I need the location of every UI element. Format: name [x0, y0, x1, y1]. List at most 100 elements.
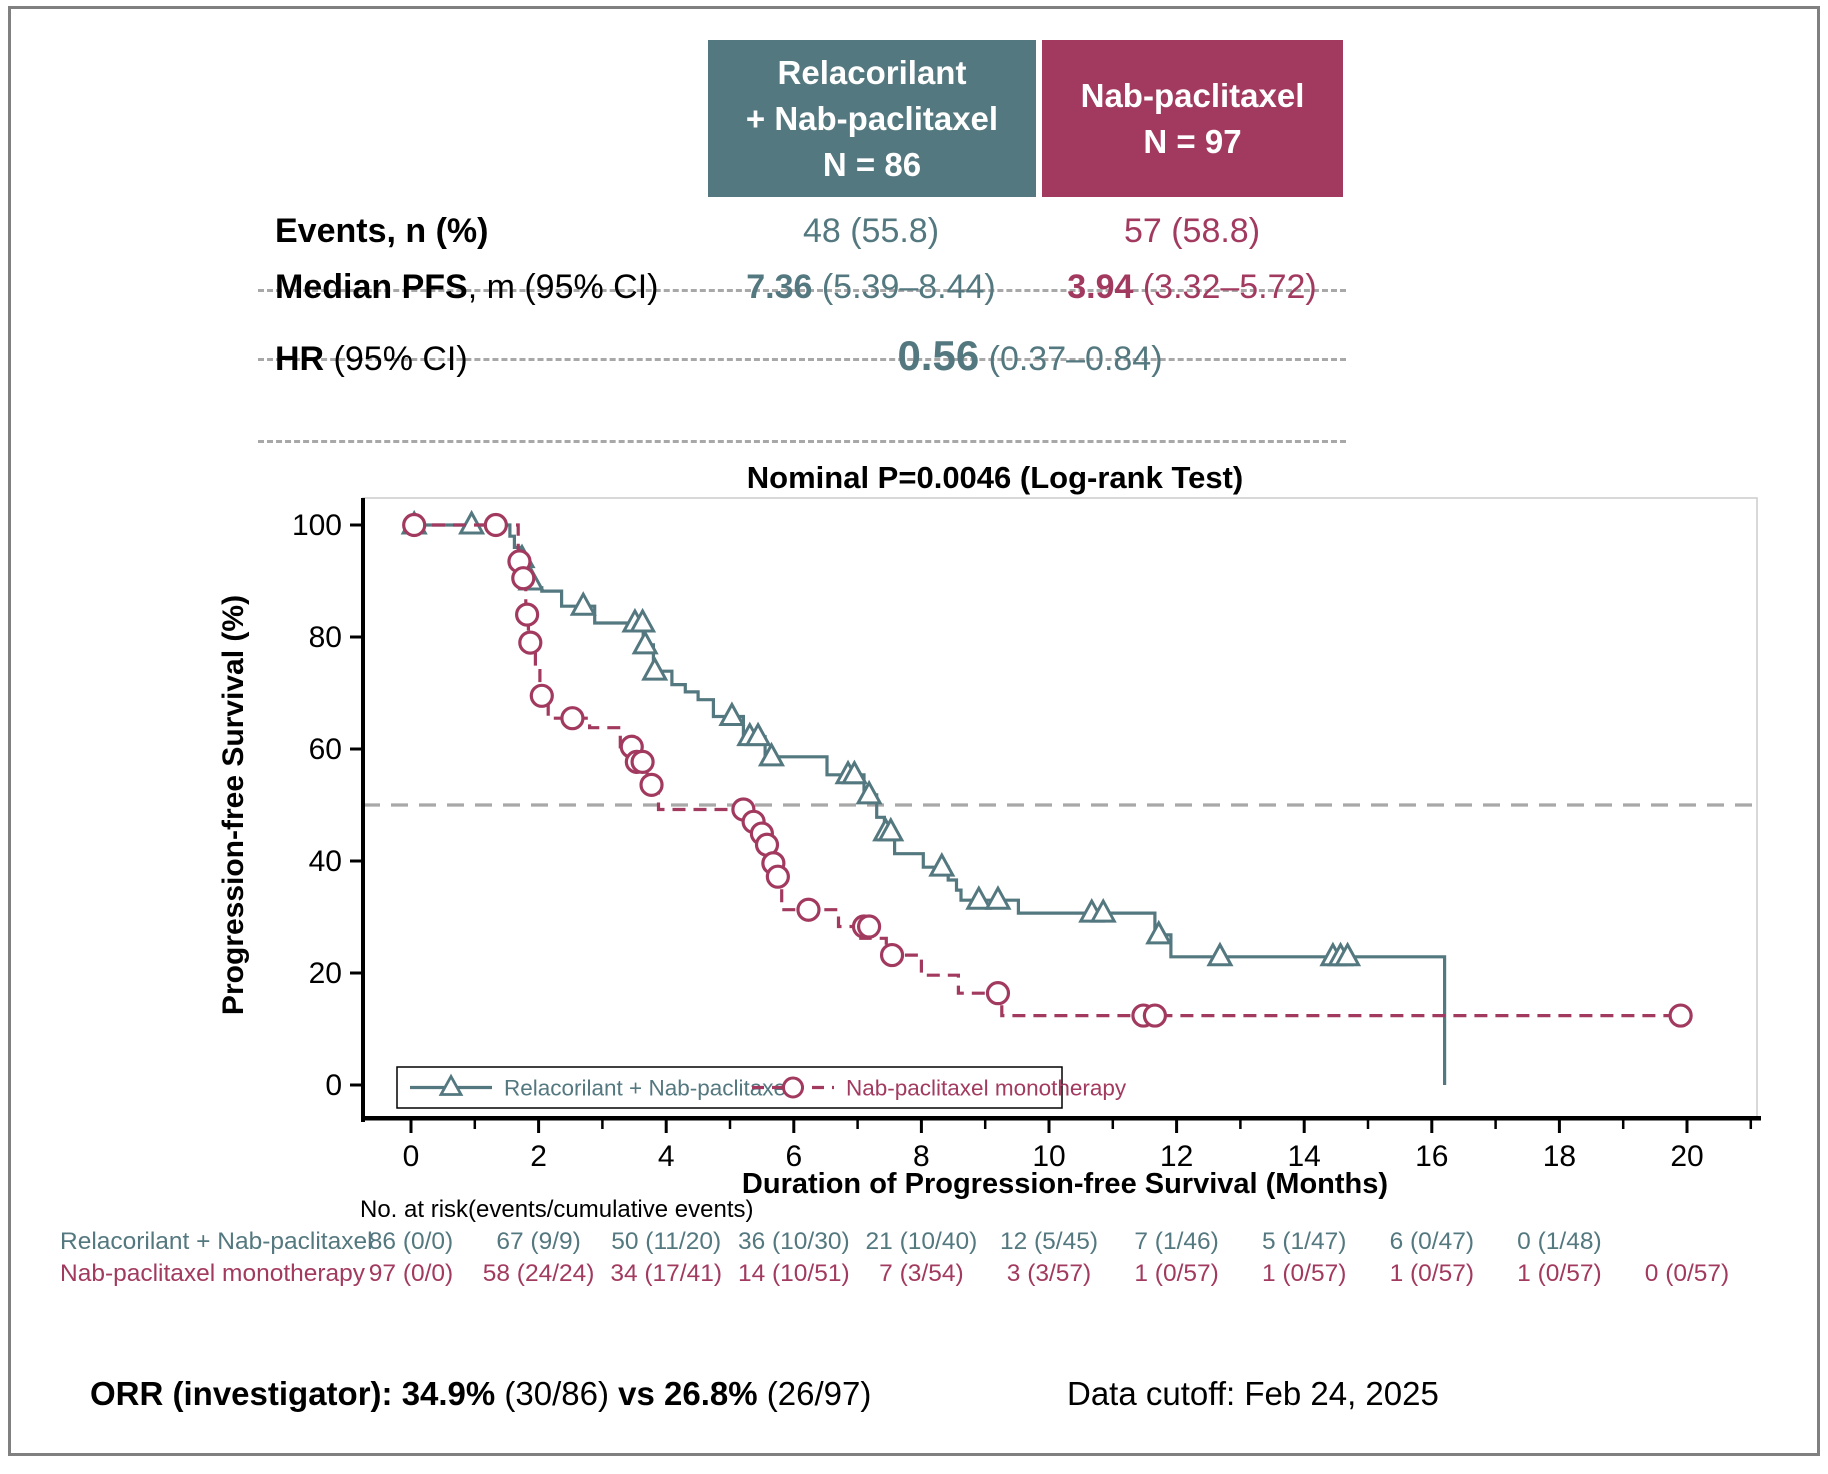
y-tick-label: 80	[309, 621, 342, 654]
censor-circle-marker	[630, 749, 655, 774]
censor-circle-marker	[518, 630, 543, 655]
at-risk-cell: 6 (0/47)	[1389, 1228, 1475, 1255]
censor-triangle-marker	[1089, 897, 1117, 923]
orr-n-arm2: (26/97)	[757, 1375, 872, 1412]
censor-triangle-marker	[1334, 941, 1362, 967]
median-row-label: Median PFS, m (95% CI)	[275, 268, 659, 307]
x-tick-label: 2	[530, 1140, 547, 1170]
at-risk-row-label: Nab-paclitaxel monotherapy	[60, 1260, 366, 1287]
x-tick-label: 8	[913, 1140, 930, 1170]
x-tick-label: 14	[1288, 1140, 1321, 1170]
censor-triangle-marker	[641, 656, 669, 681]
censor-circle-marker	[529, 683, 554, 708]
at-risk-cell: 1 (0/57)	[1517, 1260, 1602, 1287]
y-axis-title: Progression-free Survival (%)	[217, 595, 250, 1015]
median-label-rest: , m (95% CI)	[467, 268, 659, 306]
y-tick-label: 40	[309, 845, 342, 878]
orr-n-arm1: (30/86)	[495, 1375, 619, 1412]
y-tick-label: 0	[325, 1069, 342, 1102]
legend-box	[396, 1066, 1063, 1109]
censor-circle-marker	[511, 566, 536, 591]
at-risk-header: No. at risk(events/cumulative events)	[360, 1196, 754, 1223]
at-risk-cell: 36 (10/30)	[737, 1228, 850, 1255]
at-risk-cell: 58 (24/24)	[482, 1260, 595, 1287]
hr-value-ci: (0.37–0.84)	[979, 340, 1163, 378]
censor-circle-marker	[765, 864, 790, 889]
events-value-arm1: 48 (55.8)	[802, 212, 940, 250]
x-tick-label: 12	[1160, 1140, 1193, 1170]
separator-line	[258, 440, 1346, 443]
censor-triangle-marker	[984, 885, 1012, 910]
median-v2-ci: (3.32–5.72)	[1133, 268, 1317, 306]
at-risk-cell: 0 (1/48)	[1517, 1228, 1602, 1255]
at-risk-cell: 67 (9/9)	[496, 1228, 581, 1255]
median-v1-bold: 7.36	[746, 268, 813, 306]
censor-circle-marker	[402, 512, 427, 538]
censor-triangle-marker	[1145, 919, 1173, 945]
hr-row-label: HR (95% CI)	[275, 340, 468, 379]
arm-header-line: + Nab-paclitaxel	[745, 99, 999, 137]
median-label-bold: Median PFS	[275, 268, 468, 306]
at-risk-cell: 12 (5/45)	[999, 1228, 1099, 1255]
arm-header-line: Relacorilant	[777, 53, 967, 91]
censor-triangle-marker	[718, 701, 746, 727]
orr-prefix: ORR (investigator):	[90, 1375, 402, 1412]
median-value-arm2: 3.94 (3.32–5.72)	[1032, 268, 1352, 307]
at-risk-cell: 86 (0/0)	[368, 1228, 454, 1255]
km-plot: 0 2 4 6 8 10 12 14 16 18 20 0 20 40 60 80 100 Progression…	[217, 497, 1761, 1170]
censor-triangle-marker	[855, 779, 883, 805]
orr-vs: vs	[618, 1375, 655, 1412]
at-risk-cell: 1 (0/57)	[1389, 1260, 1475, 1287]
x-tick-label: 6	[785, 1140, 802, 1170]
censor-triangle-marker	[965, 885, 993, 910]
censor-triangle-marker	[631, 629, 659, 655]
arm-header-nab-paclitaxel: Nab-paclitaxel N = 97	[1042, 40, 1343, 197]
censor-circle-marker	[560, 706, 585, 731]
censor-triangle-marker	[1206, 941, 1234, 967]
censor-triangle-marker	[458, 509, 486, 535]
x-tick-label: 4	[658, 1140, 675, 1170]
y-axis-line	[361, 498, 365, 1122]
at-risk-cell: 7 (3/54)	[879, 1260, 964, 1287]
y-tick-label: 100	[292, 509, 342, 542]
separator-line	[258, 358, 1346, 361]
hr-label-rest: (95% CI)	[324, 340, 468, 378]
x-tick-label: 10	[1032, 1140, 1065, 1170]
at-risk-cell: 21 (10/40)	[865, 1228, 978, 1255]
censor-circle-marker	[856, 914, 882, 939]
legend-triangle-marker	[438, 1073, 464, 1096]
hr-value: 0.56 (0.37–0.84)	[830, 332, 1230, 380]
at-risk-cell: 34 (17/41)	[610, 1260, 723, 1287]
x-axis-title: Duration of Progression-free Survival (M…	[741, 1168, 1389, 1200]
separator-line	[258, 289, 1346, 292]
censor-triangle-marker	[569, 591, 597, 616]
legend-label-nab: Nab-paclitaxel monotherapy	[846, 1076, 1127, 1101]
km-curve-nab-paclitaxel	[411, 523, 1681, 1018]
y-tick-label: 60	[309, 733, 342, 766]
hr-value-bold: 0.56	[897, 332, 980, 379]
events-row-label: Events, n (%)	[275, 212, 488, 251]
censor-circle-marker	[985, 981, 1011, 1006]
at-risk-cell: 50 (11/20)	[611, 1228, 722, 1255]
events-label: Events, n (%)	[275, 212, 489, 250]
x-axis-line	[361, 1116, 1761, 1121]
censor-triangle-marker	[629, 607, 657, 633]
censor-circle-marker	[879, 942, 905, 968]
at-risk-cell: 7 (1/46)	[1134, 1228, 1219, 1255]
censor-triangle-marker	[757, 741, 786, 767]
at-risk-cell: 3 (3/57)	[1006, 1260, 1092, 1287]
hr-label-bold: HR	[275, 340, 325, 378]
median-v2-bold: 3.94	[1067, 268, 1134, 306]
censor-circle-marker	[1142, 1003, 1168, 1028]
arm-header-line: N = 97	[1143, 122, 1242, 160]
at-risk-cell: 97 (0/0)	[368, 1260, 454, 1287]
censor-triangle-marker	[840, 759, 868, 785]
arm-header-line: N = 86	[822, 145, 922, 183]
median-value-arm1: 7.36 (5.39–8.44)	[711, 268, 1031, 307]
censor-triangle-marker	[928, 852, 956, 877]
censor-circle-marker	[483, 512, 508, 538]
x-tick-label: 0	[403, 1140, 420, 1170]
data-cutoff: Data cutoff: Feb 24, 2025	[1067, 1375, 1439, 1412]
censor-circle-marker	[796, 897, 821, 922]
